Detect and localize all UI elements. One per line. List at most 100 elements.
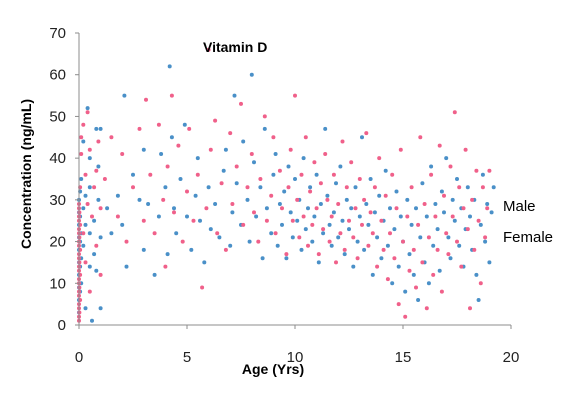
data-point-male: [390, 281, 395, 286]
data-point-male: [202, 260, 207, 265]
data-point-female: [459, 264, 464, 269]
data-point-female: [286, 185, 291, 190]
data-point-male: [357, 214, 362, 219]
data-point-female: [340, 139, 345, 144]
data-point-female: [396, 302, 401, 307]
y-tick-label: 10: [49, 275, 66, 292]
data-point-male: [156, 214, 161, 219]
data-point-male: [141, 147, 146, 152]
data-point-male: [394, 189, 399, 194]
data-point-male: [416, 298, 421, 302]
data-point-female: [213, 118, 218, 123]
data-point-male: [232, 93, 237, 98]
data-point-male: [442, 210, 446, 215]
x-tick-label: 5: [183, 349, 191, 366]
data-point-male: [81, 243, 86, 248]
y-tick-label: 0: [58, 317, 66, 334]
data-point-male: [258, 185, 263, 190]
data-point-female: [366, 243, 371, 248]
data-point-female: [85, 110, 90, 115]
data-point-female: [131, 185, 135, 190]
data-point-male: [79, 177, 84, 181]
data-point-female: [353, 206, 358, 211]
data-point-female: [375, 264, 380, 269]
data-point-male: [409, 222, 414, 227]
data-point-male: [293, 177, 297, 181]
data-point-male: [403, 289, 408, 294]
data-point-male: [92, 252, 97, 257]
data-point-female: [442, 193, 446, 198]
data-point-male: [418, 235, 423, 240]
data-point-female: [342, 247, 347, 252]
data-point-female: [176, 143, 181, 148]
y-tick-label: 50: [49, 108, 66, 125]
x-tick-label: 10: [287, 349, 304, 366]
data-point-female: [463, 147, 468, 152]
data-point-male: [377, 193, 382, 198]
data-point-female: [249, 152, 254, 156]
data-point-male: [241, 139, 246, 144]
data-point-female: [362, 197, 367, 202]
data-point-female: [450, 214, 455, 219]
data-point-male: [431, 243, 436, 248]
data-point-female: [312, 160, 317, 165]
data-point-male: [98, 126, 103, 131]
data-point-female: [431, 272, 436, 277]
data-point-male: [87, 264, 92, 269]
data-point-male: [375, 235, 380, 240]
data-point-female: [94, 168, 99, 173]
data-point-male: [316, 260, 321, 265]
data-point-female: [470, 197, 475, 202]
data-point-female: [161, 197, 166, 202]
data-point-male: [198, 218, 202, 223]
data-point-male: [223, 147, 228, 152]
data-point-female: [433, 214, 438, 219]
data-point-male: [424, 214, 429, 219]
data-point-male: [474, 272, 479, 277]
x-tick-label: 15: [395, 349, 412, 366]
data-point-female: [293, 93, 297, 98]
data-point-male: [353, 185, 358, 190]
data-point-female: [452, 110, 457, 115]
data-point-male: [96, 164, 101, 169]
data-point-male: [234, 181, 239, 186]
data-point-male: [448, 256, 453, 261]
data-point-female: [262, 114, 267, 119]
data-point-female: [141, 218, 146, 223]
data-point-female: [336, 202, 341, 206]
data-point-female: [120, 152, 125, 156]
data-point-female: [360, 222, 364, 227]
data-point-female: [219, 181, 224, 186]
data-point-male: [87, 231, 92, 236]
data-point-female: [388, 231, 392, 236]
data-point-male: [411, 272, 416, 277]
data-point-female: [485, 206, 490, 211]
data-point-female: [223, 247, 228, 252]
data-point-male: [396, 264, 401, 269]
data-point-female: [323, 152, 328, 156]
data-point-female: [102, 177, 107, 181]
data-point-female: [115, 214, 120, 219]
data-point-female: [327, 239, 332, 244]
data-point-male: [213, 202, 218, 206]
y-tick-label: 60: [49, 67, 66, 84]
data-point-male: [290, 235, 295, 240]
data-point-female: [299, 172, 304, 177]
data-point-male: [323, 126, 328, 131]
data-point-male: [351, 264, 356, 269]
data-point-male: [439, 189, 444, 194]
data-point-male: [83, 306, 88, 311]
data-point-male: [252, 160, 256, 165]
data-point-male: [379, 256, 384, 261]
data-point-male: [468, 214, 472, 219]
legend-female: Female: [503, 229, 553, 246]
data-point-female: [338, 231, 343, 236]
data-point-male: [109, 231, 114, 236]
data-point-male: [342, 252, 347, 257]
data-point-female: [407, 268, 412, 273]
data-point-male: [264, 206, 269, 211]
data-point-male: [455, 177, 459, 181]
data-point-female: [401, 239, 405, 244]
data-point-male: [277, 202, 282, 206]
data-point-female: [465, 227, 470, 232]
